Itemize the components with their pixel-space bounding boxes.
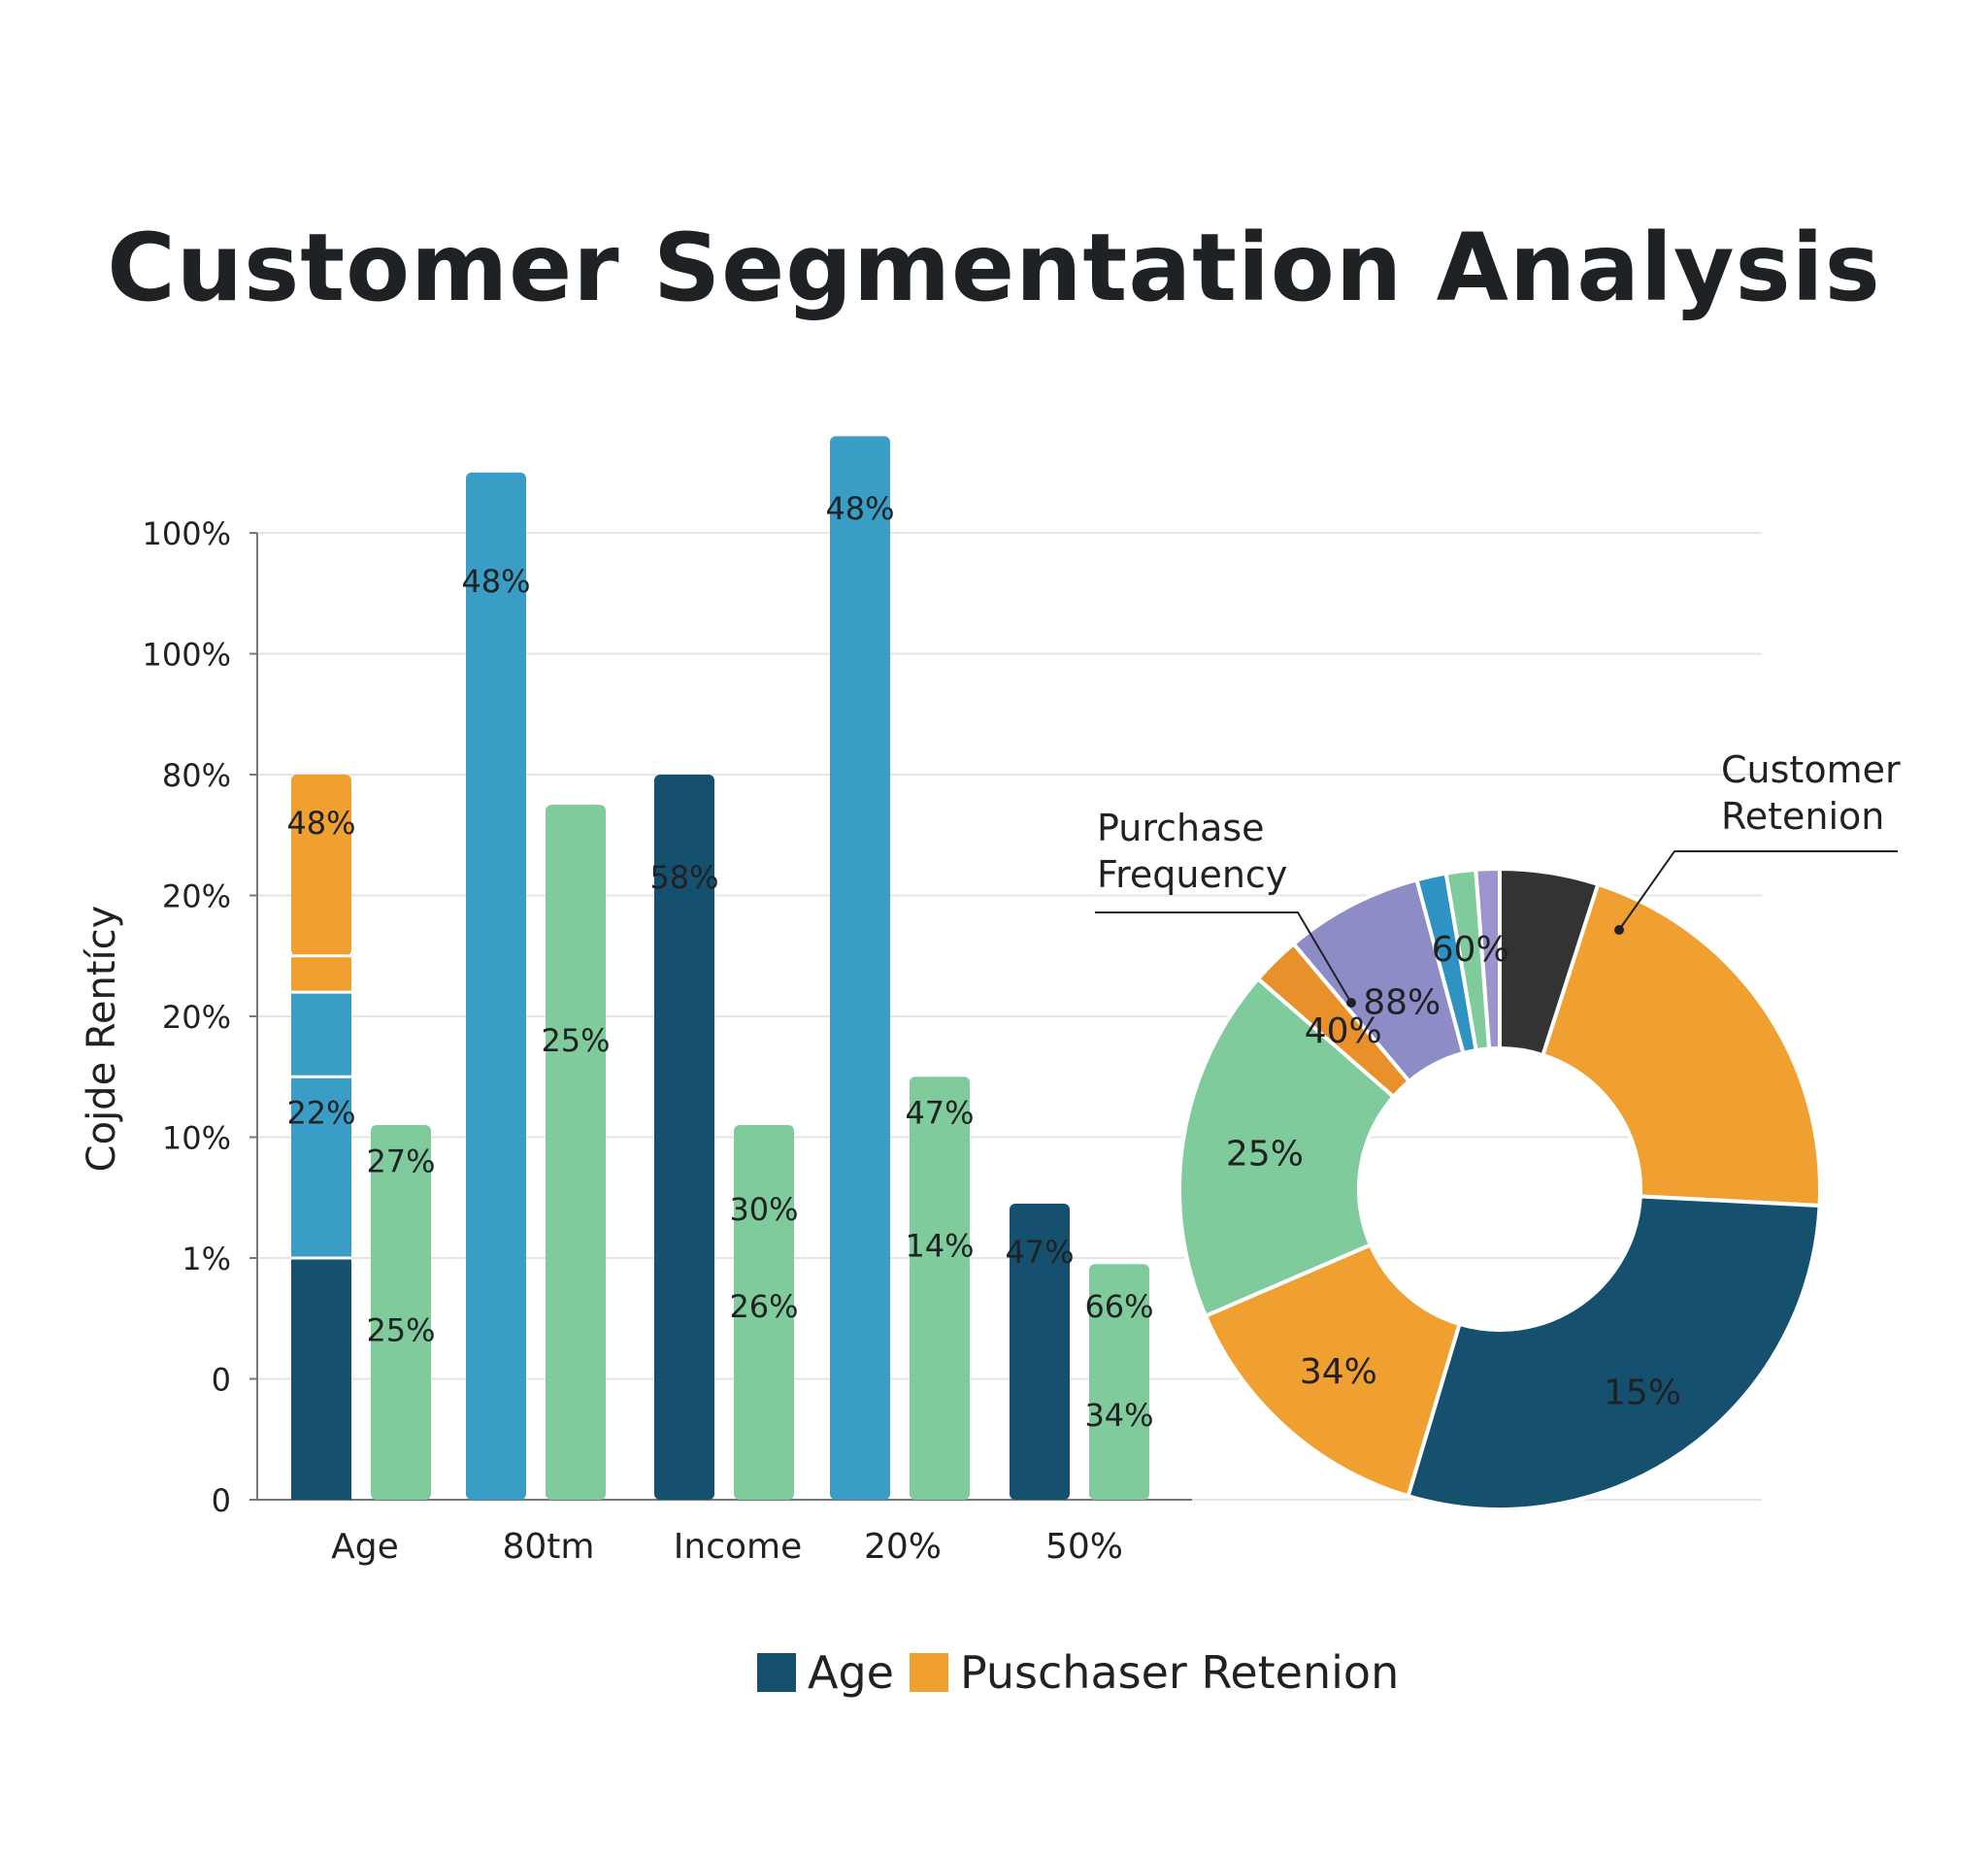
donut-slice xyxy=(1540,881,1822,1209)
bar-data-label: 47% xyxy=(905,1095,974,1132)
bar-data-label: 34% xyxy=(1084,1397,1153,1434)
annotation-leader-line xyxy=(1095,911,1352,1004)
donut-labels: 15% 34% 25% 40%88% 60% xyxy=(1226,930,1681,1412)
legend-item-age: Age xyxy=(757,1646,894,1699)
chart-title: Customer Segmentation Analysis xyxy=(107,214,1881,322)
donut-slice xyxy=(1474,866,1502,1051)
y-tick-label: 100% xyxy=(143,515,231,552)
bar-segment xyxy=(734,1125,794,1500)
y-tick-label: 100% xyxy=(143,637,231,674)
x-tick-label: 80tm xyxy=(503,1527,595,1567)
legend-item-purchaser-retention: Puschaser Retenion xyxy=(909,1646,1400,1699)
y-tick-label: 0 xyxy=(212,1362,231,1399)
legend-swatch-age xyxy=(757,1653,796,1692)
y-tick-label: 20% xyxy=(162,878,231,915)
tick-labels: 0 0 1% 10% 20% 20% 80% 100% 100% Age 80tm Income 20%… xyxy=(143,515,1123,1567)
legend-label-age: Age xyxy=(808,1646,894,1699)
annotation-dot xyxy=(1346,998,1356,1008)
donut-slice xyxy=(1203,1242,1463,1499)
annotation-purchase-frequency: Frequency xyxy=(1097,853,1287,896)
bar-data-labels: 48% 22% 27% 25% 48% 25% 58% 30% 26% 48% 47% 14% 47% 6… xyxy=(286,490,1153,1434)
x-tick-label: 20% xyxy=(864,1527,942,1567)
bar-segment xyxy=(291,992,351,1077)
legend-swatch-purchaser-retention xyxy=(909,1653,948,1692)
annotation-leader-line xyxy=(1618,850,1898,931)
x-tick-label: Income xyxy=(674,1527,802,1567)
annotation-customer-retention: Retenion xyxy=(1721,795,1884,838)
bar-data-label: 48% xyxy=(461,563,530,600)
legend: Age Puschaser Retenion xyxy=(757,1643,1414,1702)
y-tick-label: 0 xyxy=(212,1482,231,1519)
y-tick-label: 80% xyxy=(162,757,231,794)
bar-segment xyxy=(910,1077,970,1500)
bar-segment xyxy=(1089,1264,1149,1500)
bar-segment xyxy=(291,1258,351,1500)
annotation-purchase-frequency: Purchase xyxy=(1097,807,1265,849)
bar-segment xyxy=(654,775,714,1500)
bar-data-label: 30% xyxy=(729,1191,798,1228)
donut-data-label: 88% xyxy=(1363,983,1441,1023)
bar-data-label: 27% xyxy=(366,1143,435,1179)
donut-data-label: 60% xyxy=(1432,930,1509,970)
bar-data-label: 47% xyxy=(1005,1234,1074,1271)
annotation-dot xyxy=(1614,925,1624,935)
y-tick-label: 1% xyxy=(182,1241,231,1277)
y-tick-label: 10% xyxy=(162,1120,231,1157)
x-tick-label: 50% xyxy=(1045,1527,1123,1567)
bar-data-label: 26% xyxy=(729,1288,798,1325)
donut-data-label: 25% xyxy=(1226,1134,1304,1174)
bar-segment xyxy=(291,955,351,993)
legend-label-purchaser-retention: Puschaser Retenion xyxy=(959,1646,1400,1699)
bar-segment xyxy=(291,775,351,956)
bar-data-label: 66% xyxy=(1084,1288,1153,1325)
y-axis-label: Cojde Rentícy xyxy=(80,906,124,1173)
donut-data-label: 40% xyxy=(1305,1011,1382,1051)
bar-data-label: 48% xyxy=(825,490,894,527)
bar-segment xyxy=(291,1077,351,1258)
donut-data-label: 15% xyxy=(1604,1373,1681,1412)
bar-marks xyxy=(291,436,1149,1500)
donut-slice xyxy=(1176,976,1397,1319)
bar-segment xyxy=(830,436,890,1500)
annotation-customer-retention: Customer xyxy=(1721,748,1901,791)
bar-segment xyxy=(466,472,526,1500)
x-tick-label: Age xyxy=(331,1527,399,1567)
bar-data-label: 48% xyxy=(286,805,355,842)
y-tick-label: 20% xyxy=(162,999,231,1036)
bar-data-label: 22% xyxy=(286,1095,355,1132)
bar-segment xyxy=(1010,1203,1070,1500)
donut-slice xyxy=(1406,1194,1822,1511)
bar-data-label: 25% xyxy=(541,1022,610,1059)
bar-segment xyxy=(371,1125,431,1500)
bar-data-label: 58% xyxy=(649,859,718,896)
bar-data-label: 25% xyxy=(366,1312,435,1349)
donut-chart xyxy=(1176,866,1822,1511)
donut-data-label: 34% xyxy=(1300,1352,1377,1392)
bar-data-label: 14% xyxy=(905,1228,974,1265)
bar-segment xyxy=(546,805,606,1500)
